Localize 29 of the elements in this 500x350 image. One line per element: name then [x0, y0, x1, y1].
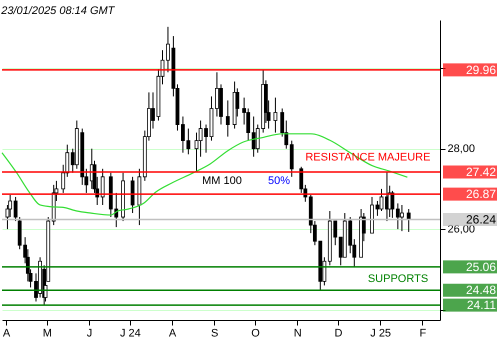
candlestick: [61, 164, 66, 194]
x-tick-label: S: [211, 328, 218, 340]
x-tick-label: A: [168, 328, 177, 340]
x-tick-label: J 24: [120, 328, 141, 340]
ref-line-label: 25.06: [466, 260, 496, 274]
y-tick-label: 26,00: [448, 224, 476, 236]
ref-line-label: 24.48: [466, 283, 496, 298]
x-tick-label: D: [334, 328, 343, 340]
candlestick: [226, 100, 230, 138]
ref-line-label: 26.24: [466, 212, 496, 226]
annotation: SUPPORTS: [368, 273, 428, 285]
y-tick-label: 28,00: [448, 143, 476, 156]
chart-title: 23/01/2025 08:14 GMT: [0, 5, 116, 17]
x-tick-label: F: [419, 328, 426, 340]
x-tick-label: O: [251, 328, 260, 340]
x-tick-label: N: [294, 328, 302, 340]
x-tick-label: A: [2, 328, 11, 340]
annotation: MM 100: [202, 175, 242, 187]
annotation: 50%: [268, 175, 290, 187]
candlestick: [274, 97, 278, 134]
x-tick-label: M: [42, 328, 52, 340]
ref-line-label: 29.96: [466, 62, 496, 77]
ref-line-label: 24.11: [466, 298, 496, 312]
x-tick-label: J: [86, 328, 92, 340]
candlestick: [333, 220, 338, 246]
ref-line-label: 26.87: [466, 187, 496, 202]
ref-line-label: 27.42: [466, 165, 496, 180]
x-tick-label: J 25: [370, 328, 392, 340]
candlestick: [400, 204, 404, 232]
